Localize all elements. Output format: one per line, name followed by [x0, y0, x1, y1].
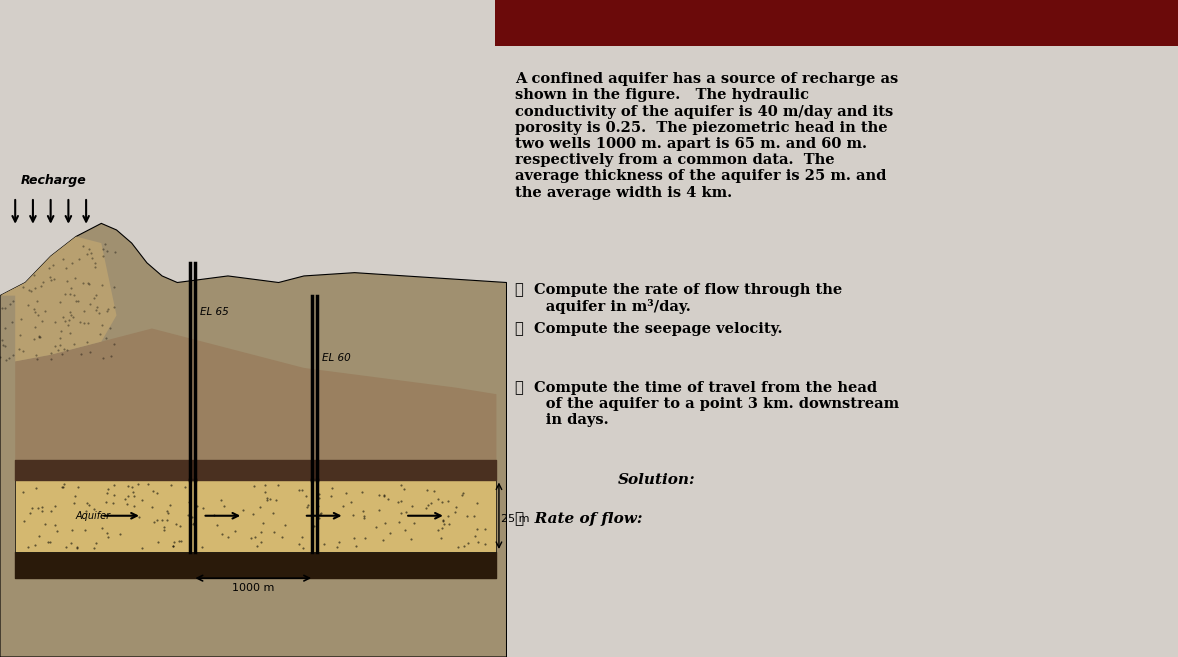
- Text: Solution:: Solution:: [617, 473, 695, 487]
- Text: ①  Compute the rate of flow through the
      aquifer in m³/day.: ① Compute the rate of flow through the a…: [515, 283, 842, 314]
- Text: 25 m: 25 m: [502, 514, 530, 524]
- Text: ①  Rate of flow:: ① Rate of flow:: [515, 512, 643, 526]
- Text: A confined aquifer has a source of recharge as
shown in the figure.   The hydrau: A confined aquifer has a source of recha…: [515, 72, 899, 200]
- Text: ②  Compute the seepage velocity.: ② Compute the seepage velocity.: [515, 322, 782, 336]
- Text: EL 60: EL 60: [322, 353, 350, 363]
- Text: ③  Compute the time of travel from the head
      of the aquifer to a point 3 km: ③ Compute the time of travel from the he…: [515, 381, 899, 428]
- Text: Aquifer: Aquifer: [75, 511, 111, 521]
- Polygon shape: [0, 237, 117, 361]
- Text: 1000 m: 1000 m: [232, 583, 274, 593]
- Text: EL 65: EL 65: [200, 307, 229, 317]
- Polygon shape: [15, 328, 496, 460]
- FancyBboxPatch shape: [495, 0, 1178, 46]
- Text: Recharge: Recharge: [20, 174, 86, 187]
- Polygon shape: [15, 480, 496, 552]
- Polygon shape: [0, 223, 507, 657]
